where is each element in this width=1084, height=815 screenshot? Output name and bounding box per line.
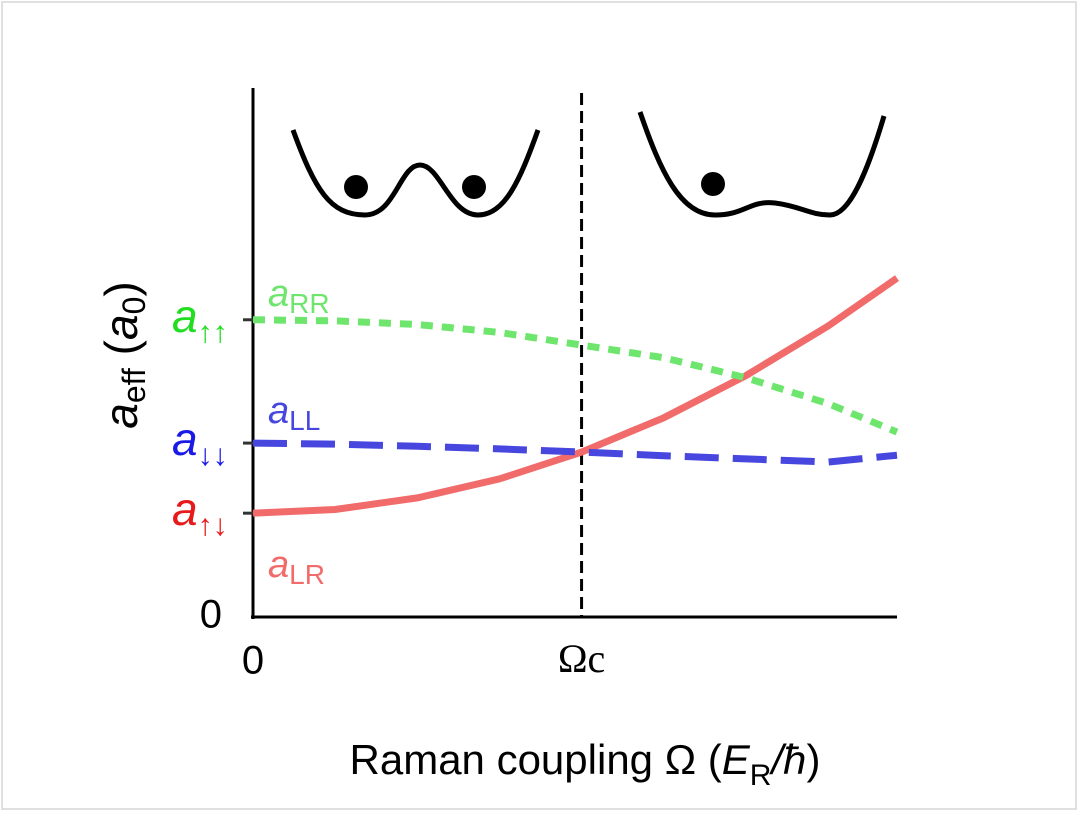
x-axis-label-part: Raman coupling Ω ( — [350, 736, 722, 783]
double-well — [290, 129, 541, 218]
series-line — [252, 316, 899, 436]
y-axis-label-part: ( — [95, 339, 147, 368]
x-axis-label-part: ħ — [783, 736, 806, 783]
y-axis-label-part: eff — [116, 368, 152, 403]
annotation: a↑↓ — [172, 483, 228, 542]
legend-label-part: LL — [289, 405, 320, 436]
particle — [462, 175, 486, 199]
particle — [344, 175, 368, 199]
legend-label: aRR — [268, 273, 330, 319]
potential-sketches — [290, 111, 887, 218]
legend-label-part: a — [268, 273, 289, 315]
y-tick-label: 0 — [200, 593, 222, 637]
annotation-part: ↑↑ — [198, 316, 228, 349]
y-axis-label-part: 0 — [116, 297, 152, 315]
annotation-part: ↑↓ — [198, 509, 228, 542]
single-well — [637, 111, 887, 218]
legend-label-part: LR — [289, 559, 325, 590]
legend-label-part: a — [268, 390, 289, 432]
x-axis-label: Raman coupling Ω (ER/ħ) — [350, 736, 821, 792]
annotation: a↑↑ — [172, 290, 228, 349]
annotation-part: ↓↓ — [198, 439, 228, 472]
series-line — [252, 275, 899, 517]
x-axis-label-part: R — [750, 759, 772, 792]
annotation-part: a — [172, 413, 198, 465]
y-axis-label-part: a — [95, 314, 147, 340]
x-axis-label-part: ) — [806, 736, 820, 783]
y-axis-label-part: ) — [95, 281, 147, 296]
annotation: a↓↓ — [172, 413, 228, 472]
legend-label: aLR — [268, 544, 325, 590]
annotation-part: a — [172, 290, 198, 342]
legend-label-part: a — [268, 544, 289, 586]
legend-label-part: RR — [289, 288, 329, 319]
particle — [701, 172, 725, 196]
y-axis-label: aeff (a0) — [95, 281, 152, 428]
series-line — [252, 439, 898, 466]
annotation-part: a — [172, 483, 198, 535]
legend-label: aLL — [268, 390, 320, 436]
x-tick-label: 0 — [242, 639, 264, 683]
y-axis-label-part: a — [95, 403, 147, 429]
x-tick-label: Ωc — [558, 636, 605, 681]
x-axis-label-part: E — [722, 736, 751, 783]
x-axis-label-part: / — [768, 736, 787, 783]
